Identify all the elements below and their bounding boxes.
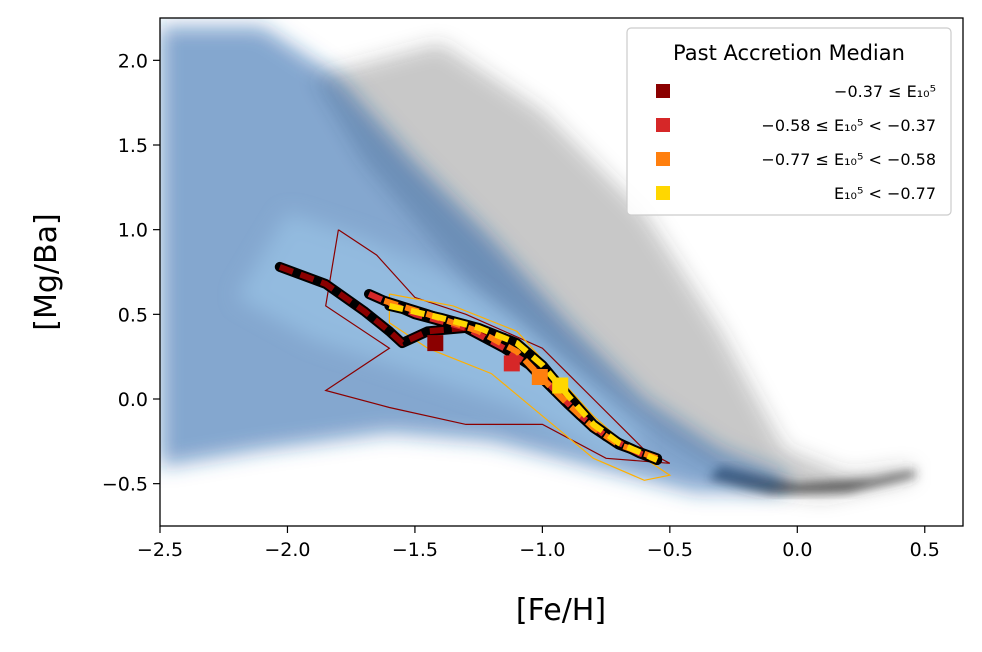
median-tracks <box>274 261 663 465</box>
x-tick-label: −1.5 <box>392 539 438 561</box>
median-track-colored <box>367 291 659 463</box>
y-tick-label: 0.0 <box>118 389 148 411</box>
legend-swatch <box>656 84 670 98</box>
legend-swatch <box>656 152 670 166</box>
contour-line <box>388 293 672 481</box>
median-marker <box>531 369 548 385</box>
y-tick-label: 1.0 <box>118 220 148 242</box>
legend-entry-label: E₁₀⁵ < −0.77 <box>834 184 936 203</box>
legend-entry-label: −0.37 ≤ E₁₀⁵ <box>834 82 936 101</box>
x-tick-label: −2.5 <box>137 539 183 561</box>
x-axis-ticks: −2.5 −2.0 −1.5 −1.0 −0.5 0.0 0.5 <box>137 526 940 561</box>
median-marker <box>552 377 569 394</box>
plot-frame <box>159 17 964 527</box>
legend-swatch <box>656 186 670 200</box>
x-tick-label: −2.0 <box>264 539 310 561</box>
median-marker <box>427 335 444 352</box>
y-tick-label: 2.0 <box>118 50 148 72</box>
contour-line <box>324 229 671 464</box>
contour-lines <box>324 229 672 481</box>
x-axis-title: [Fe/H] <box>516 593 606 628</box>
background-density <box>313 43 912 498</box>
legend-entry-label: −0.77 ≤ E₁₀⁵ < −0.58 <box>761 150 936 169</box>
legend-entry-label: −0.58 ≤ E₁₀⁵ < −0.37 <box>761 116 936 135</box>
y-tick-label: 0.5 <box>118 304 148 326</box>
median-track-colored <box>388 302 659 463</box>
legend-box <box>626 27 952 216</box>
x-tick-label: 0.0 <box>782 539 812 561</box>
x-tick-label: 0.5 <box>910 539 940 561</box>
legend-swatch <box>656 118 670 132</box>
accreted-density <box>160 26 785 493</box>
x-tick-label: −0.5 <box>647 539 693 561</box>
y-tick-label: 1.5 <box>118 135 148 157</box>
legend-title: Past Accretion Median <box>673 41 905 65</box>
y-tick-label: −0.5 <box>102 474 148 496</box>
x-tick-label: −1.0 <box>519 539 565 561</box>
legend-entries: −0.37 ≤ E₁₀⁵ −0.58 ≤ E₁₀⁵ < −0.37 −0.77 ≤ … <box>656 82 936 203</box>
y-axis-ticks: −0.5 0.0 0.5 1.0 1.5 2.0 <box>102 50 160 496</box>
legend: Past Accretion Median −0.37 ≤ E₁₀⁵ −0.58 … <box>626 27 952 216</box>
median-markers <box>427 335 569 394</box>
y-axis-title: [Mg/Ba] <box>29 213 64 330</box>
median-marker <box>503 355 520 372</box>
